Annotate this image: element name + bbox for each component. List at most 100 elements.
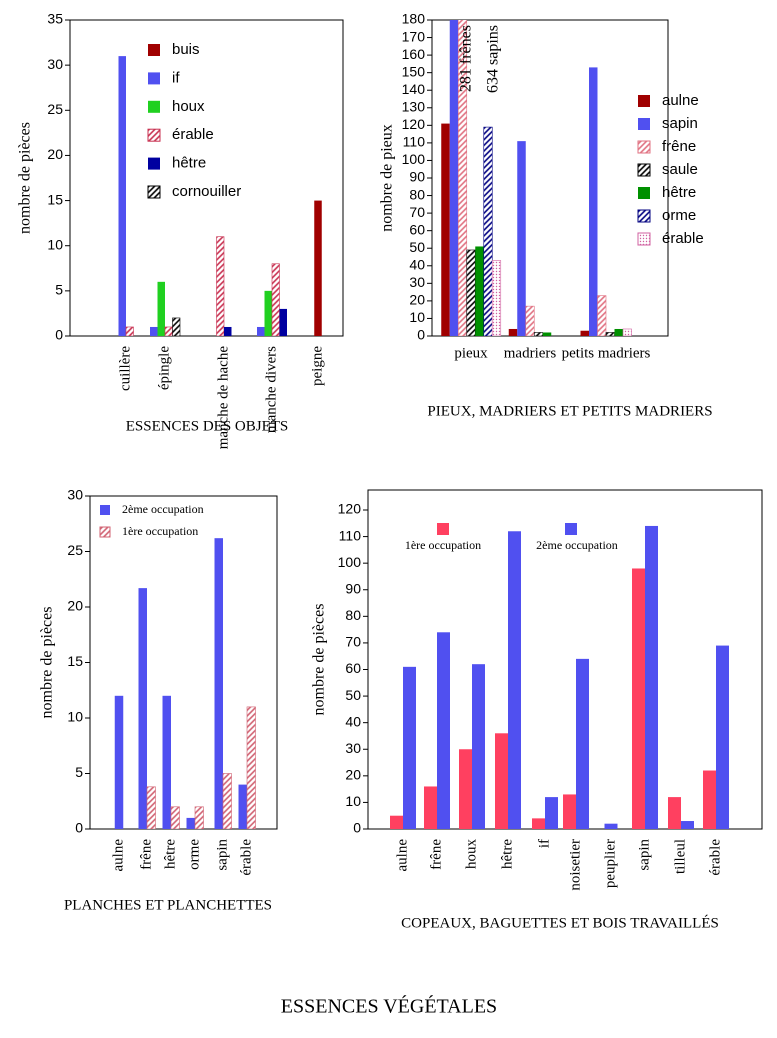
legend-swatch xyxy=(100,505,110,515)
bar xyxy=(314,200,322,336)
y-axis-label: nombre de pièces xyxy=(39,607,56,719)
bars xyxy=(390,525,729,829)
bar xyxy=(605,332,615,336)
bar xyxy=(545,797,558,829)
chart-caption: PLANCHES ET PLANCHETTES xyxy=(64,897,272,913)
bar xyxy=(390,815,403,829)
x-tick-label: manche divers xyxy=(263,346,279,433)
bar xyxy=(257,326,265,336)
bar xyxy=(466,249,476,336)
bar xyxy=(532,818,545,829)
bar xyxy=(238,784,247,829)
legend-label: aulne xyxy=(662,92,699,109)
bar xyxy=(424,786,437,829)
x-tick-label: aulne xyxy=(394,839,410,872)
bar xyxy=(216,236,225,336)
bars xyxy=(441,20,632,336)
x-tick-label: orme xyxy=(186,839,202,870)
x-tick-label: sapin xyxy=(636,839,652,871)
y-tick-label: 100 xyxy=(402,151,426,167)
legend-swatch xyxy=(637,232,651,246)
chart-caption: PIEUX, MADRIERS ET PETITS MADRIERS xyxy=(427,403,712,419)
legend-label: buis xyxy=(172,41,200,58)
y-tick-label: 40 xyxy=(345,713,361,729)
x-tick-label: peigne xyxy=(309,346,325,386)
bar xyxy=(186,817,195,829)
x-tick-label: madriers xyxy=(504,345,557,361)
bar xyxy=(172,317,181,336)
legend-swatch xyxy=(148,72,160,85)
legend-swatch xyxy=(565,523,577,535)
legend-swatch xyxy=(147,185,161,199)
y-tick-label: 170 xyxy=(402,28,426,44)
bar xyxy=(563,794,576,829)
legend-swatch xyxy=(638,118,650,130)
bar xyxy=(645,525,658,829)
y-tick-label: 180 xyxy=(402,11,426,27)
legend-swatch xyxy=(147,128,161,142)
legend-label: cornouiller xyxy=(172,183,241,200)
y-tick-label: 30 xyxy=(345,740,361,756)
y-tick-label: 0 xyxy=(55,327,63,343)
y-axis-label: nombre de pieux xyxy=(379,124,396,232)
bar xyxy=(597,295,607,336)
bar xyxy=(246,706,256,829)
legend-swatch xyxy=(637,140,651,154)
bar xyxy=(589,67,598,336)
y-tick-label: 10 xyxy=(67,709,83,725)
bar xyxy=(483,126,493,336)
y-tick-label: 60 xyxy=(409,221,425,237)
y-tick-label: 20 xyxy=(47,146,63,162)
y-tick-label: 30 xyxy=(409,274,425,290)
bar xyxy=(716,645,729,829)
y-tick-label: 10 xyxy=(409,309,425,325)
y-tick-label: 60 xyxy=(345,660,361,676)
figure-title: ESSENCES VÉGÉTALES xyxy=(281,995,497,1018)
y-axis-label: nombre de pièces xyxy=(17,122,34,234)
y-tick-label: 10 xyxy=(47,236,63,252)
legend-swatch xyxy=(148,100,160,113)
bar xyxy=(495,733,508,829)
bar xyxy=(279,308,287,336)
bar xyxy=(604,823,618,829)
legend-swatch xyxy=(99,526,111,538)
y-tick-label: 20 xyxy=(345,767,361,783)
y-tick-label: 30 xyxy=(47,56,63,72)
legend-label: 1ère occupation xyxy=(405,538,481,552)
x-tick-label: noisetier xyxy=(567,839,583,891)
bar xyxy=(403,666,416,829)
x-tick-label: frêne xyxy=(428,839,444,870)
bar xyxy=(517,141,526,336)
bar xyxy=(580,330,589,336)
y-tick-label: 130 xyxy=(402,98,426,114)
bar xyxy=(264,290,272,336)
bar xyxy=(441,123,450,336)
chart-caption: COPEAUX, BAGUETTES ET BOIS TRAVAILLÉS xyxy=(401,914,719,931)
bar xyxy=(542,332,552,336)
y-tick-label: 50 xyxy=(345,687,361,703)
bar xyxy=(437,632,450,829)
bar xyxy=(222,773,232,829)
legend-swatch xyxy=(437,523,449,535)
x-tick-label: pieux xyxy=(454,345,488,361)
x-tick-label: if xyxy=(536,839,552,848)
legend-label: 2ème occupation xyxy=(122,502,204,516)
legend-label: érable xyxy=(662,230,704,247)
bar xyxy=(525,305,535,336)
bar xyxy=(224,326,232,336)
bar xyxy=(271,263,280,336)
bar xyxy=(508,328,518,336)
x-tick-label: aulne xyxy=(110,839,126,872)
plot-frame xyxy=(69,19,344,337)
x-tick-label: manche de hache xyxy=(215,346,231,450)
x-tick-label: frêne xyxy=(138,839,154,870)
legend-swatch xyxy=(148,44,160,56)
plot-frame xyxy=(367,489,763,830)
y-tick-label: 140 xyxy=(402,81,426,97)
bar xyxy=(157,281,165,336)
y-tick-label: 5 xyxy=(75,764,83,780)
bar xyxy=(449,20,459,336)
x-tick-label: houx xyxy=(463,839,479,870)
y-tick-label: 70 xyxy=(409,204,425,220)
